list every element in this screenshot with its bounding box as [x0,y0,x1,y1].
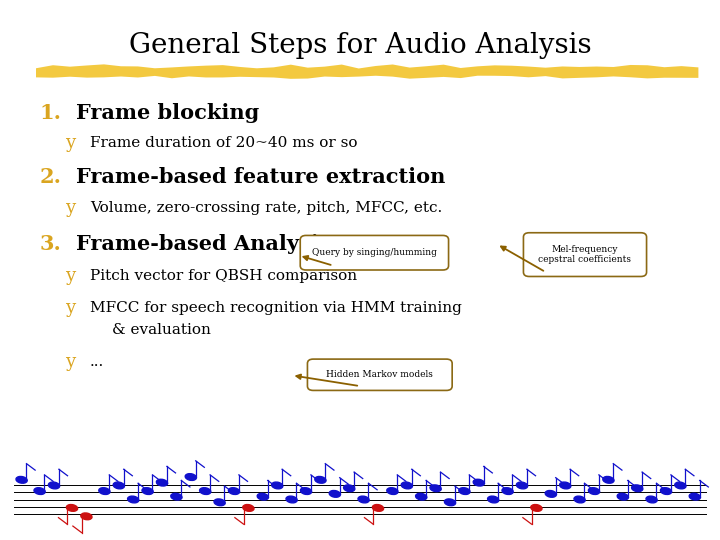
Ellipse shape [689,494,701,500]
Text: & evaluation: & evaluation [112,323,210,338]
Ellipse shape [387,488,398,495]
Text: Mel-frequency
cepstral coefficients: Mel-frequency cepstral coefficients [539,245,631,264]
Text: General Steps for Audio Analysis: General Steps for Audio Analysis [129,32,591,59]
Ellipse shape [430,485,441,491]
Ellipse shape [34,488,45,495]
Text: Hidden Markov models: Hidden Markov models [326,370,433,379]
Ellipse shape [358,496,369,503]
Ellipse shape [300,488,312,495]
Ellipse shape [531,504,542,511]
Ellipse shape [156,480,168,486]
Ellipse shape [473,480,485,486]
Ellipse shape [631,485,643,491]
Ellipse shape [502,488,513,495]
Text: y: y [65,353,75,371]
Ellipse shape [228,488,240,495]
Polygon shape [36,64,698,79]
FancyBboxPatch shape [523,233,647,276]
Ellipse shape [487,496,499,503]
Ellipse shape [603,476,614,483]
Ellipse shape [185,474,197,481]
Text: Pitch vector for QBSH comparison: Pitch vector for QBSH comparison [90,269,357,284]
Ellipse shape [271,482,283,489]
Ellipse shape [214,499,225,505]
Ellipse shape [48,482,60,489]
Text: Frame-based feature extraction: Frame-based feature extraction [76,167,445,187]
Ellipse shape [617,494,629,500]
Ellipse shape [545,490,557,497]
Ellipse shape [127,496,139,503]
Ellipse shape [171,494,182,500]
Text: y: y [65,267,75,286]
Ellipse shape [675,482,686,489]
FancyBboxPatch shape [307,359,452,390]
Ellipse shape [660,488,672,495]
Text: y: y [65,134,75,152]
FancyBboxPatch shape [300,235,449,270]
Ellipse shape [142,488,153,495]
Ellipse shape [444,499,456,505]
Text: Query by singing/humming: Query by singing/humming [312,248,437,257]
Ellipse shape [315,476,326,483]
Ellipse shape [516,482,528,489]
Ellipse shape [415,494,427,500]
Ellipse shape [343,485,355,491]
Ellipse shape [588,488,600,495]
Ellipse shape [81,513,92,519]
Text: 1.: 1. [40,103,62,124]
Ellipse shape [559,482,571,489]
Ellipse shape [329,490,341,497]
Ellipse shape [646,496,657,503]
Ellipse shape [459,488,470,495]
Ellipse shape [99,488,110,495]
Ellipse shape [113,482,125,489]
Ellipse shape [401,482,413,489]
Text: 2.: 2. [40,167,62,187]
Text: y: y [65,199,75,217]
Ellipse shape [257,494,269,500]
Ellipse shape [286,496,297,503]
Ellipse shape [199,488,211,495]
Ellipse shape [243,504,254,511]
Ellipse shape [16,476,27,483]
Text: Volume, zero-crossing rate, pitch, MFCC, etc.: Volume, zero-crossing rate, pitch, MFCC,… [90,201,442,215]
Text: y: y [65,299,75,317]
Text: Frame blocking: Frame blocking [76,103,259,124]
Ellipse shape [574,496,585,503]
Text: MFCC for speech recognition via HMM training: MFCC for speech recognition via HMM trai… [90,301,462,315]
Ellipse shape [66,504,78,511]
Ellipse shape [372,504,384,511]
Text: 3.: 3. [40,234,61,254]
Text: Frame duration of 20~40 ms or so: Frame duration of 20~40 ms or so [90,136,358,150]
Text: ...: ... [90,355,104,369]
Text: Frame-based Analysis: Frame-based Analysis [76,234,330,254]
